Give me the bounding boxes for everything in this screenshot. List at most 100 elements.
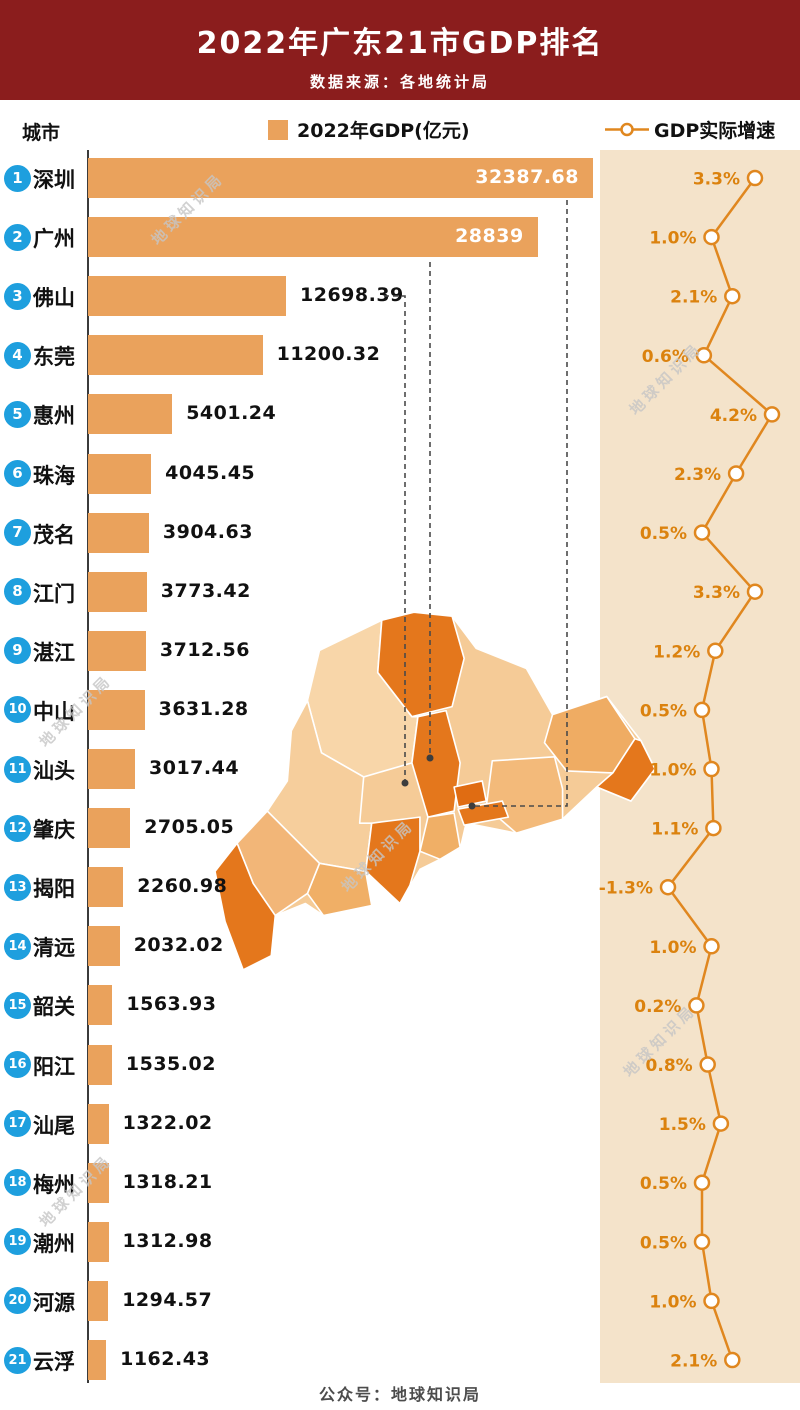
- city-label: 云浮: [33, 1350, 75, 1374]
- gdp-bar: [88, 571, 147, 612]
- city-label: 珠海: [33, 463, 75, 488]
- bar-legend-swatch-icon: [268, 119, 288, 140]
- gdp-value: 4045.45: [165, 461, 256, 484]
- line-legend-icon: [605, 122, 649, 137]
- watermark: 地球知识局: [35, 1150, 116, 1231]
- gdp-bar: [88, 749, 135, 789]
- gdp-value: 5401.24: [186, 402, 277, 425]
- city-label: 汕尾: [33, 1113, 75, 1138]
- gdp-value: 1322.02: [122, 1111, 213, 1134]
- city-label: 佛山: [33, 286, 75, 311]
- guangdong-province-map: [214, 611, 655, 971]
- bar-legend-label: 2022年GDP(亿元): [297, 120, 470, 142]
- gdp-value: 3773.42: [160, 579, 251, 602]
- city-label: 江门: [33, 581, 75, 606]
- gdp-bar: [88, 512, 149, 553]
- gdp-value: 12698.39: [300, 284, 404, 307]
- rank-badge: 21: [4, 1346, 31, 1374]
- rank-badge: 6: [4, 460, 31, 487]
- rank-badge: 5: [4, 400, 31, 428]
- gdp-bar: [88, 1044, 112, 1085]
- rank-badge: 19: [4, 1228, 31, 1256]
- rank-badge: 8: [4, 578, 31, 606]
- rank-badge: 7: [4, 519, 31, 547]
- y-axis-line: [87, 150, 89, 1383]
- map-region-zhanjiang: [214, 842, 277, 971]
- gdp-bar: [88, 985, 113, 1026]
- gdp-bar: [88, 158, 593, 198]
- gdp-bar: [88, 1103, 109, 1144]
- gdp-bar: [88, 1162, 109, 1203]
- gdp-bar: [88, 394, 173, 435]
- city-label: 广州: [33, 227, 75, 252]
- rank-badge: 11: [4, 755, 31, 783]
- gdp-bar: [88, 453, 152, 494]
- map-region-guangzhou: [411, 709, 461, 818]
- rank-badge: 12: [4, 814, 31, 842]
- rank-badge: 1: [4, 164, 31, 192]
- page-title: 2022年广东21市GDP排名: [196, 26, 604, 61]
- gdp-bar: [88, 335, 263, 376]
- city-label: 湛江: [33, 640, 75, 665]
- rank-badge: 9: [4, 637, 31, 665]
- city-column-header: 城市: [22, 122, 61, 144]
- page-subtitle: 数据来源：各地统计局: [309, 73, 490, 91]
- rank-badge: 18: [4, 1169, 31, 1197]
- rank-badge: 15: [4, 991, 31, 1019]
- gdp-value: 1318.21: [122, 1170, 213, 1193]
- gdp-value: 3904.63: [162, 520, 253, 543]
- gdp-bar: [88, 1221, 109, 1262]
- gdp-value: 1294.57: [122, 1288, 213, 1311]
- header: 2022年广东21市GDP排名 数据来源：各地统计局: [0, 0, 800, 100]
- gdp-value: 1563.93: [126, 993, 217, 1016]
- bar-legend: 2022年GDP(亿元): [268, 116, 470, 143]
- rank-badge: 4: [4, 341, 31, 369]
- gdp-bar: [88, 1280, 109, 1321]
- city-label: 东莞: [33, 345, 75, 370]
- legend-row: 城市 2022年GDP(亿元) GDP实际增速: [0, 113, 800, 147]
- gdp-bar: [88, 808, 131, 849]
- gdp-value: 1535.02: [125, 1052, 216, 1075]
- rank-badge: 17: [4, 1110, 31, 1138]
- line-legend: GDP实际增速: [604, 116, 775, 143]
- rank-badge: 10: [4, 696, 31, 724]
- map-region-chaoshan: [595, 737, 655, 802]
- city-label: 梅州: [33, 1172, 75, 1197]
- gdp-value: 2032.02: [133, 934, 224, 957]
- gdp-value: 28839: [455, 225, 524, 248]
- footer-text: 公众号：地球知识局: [318, 1385, 481, 1404]
- rank-badge: 16: [4, 1051, 31, 1078]
- gdp-bar: [88, 926, 120, 967]
- city-label: 深圳: [33, 168, 75, 192]
- gdp-bar: [88, 1340, 107, 1380]
- rank-badge: 3: [4, 282, 31, 310]
- map-region-zhuhai-zhongshan: [419, 812, 461, 861]
- city-label: 肇庆: [33, 818, 75, 843]
- city-label: 中山: [33, 699, 75, 724]
- rank-badge: 20: [4, 1287, 31, 1315]
- line-legend-label: GDP实际增速: [654, 120, 776, 142]
- gdp-value: 11200.32: [276, 343, 381, 366]
- gdp-bar: [88, 276, 286, 317]
- gdp-bar: [88, 217, 538, 258]
- gdp-value: 1162.43: [120, 1348, 211, 1370]
- city-label: 惠州: [33, 404, 75, 429]
- city-label: 潮州: [33, 1231, 75, 1256]
- gdp-bar: [88, 630, 146, 671]
- city-label: 茂名: [33, 522, 75, 547]
- city-label: 揭阳: [33, 877, 75, 902]
- city-label: 阳江: [33, 1054, 75, 1079]
- rank-badge: 13: [4, 873, 31, 901]
- city-label: 汕头: [33, 759, 75, 783]
- gdp-value: 32387.68: [475, 166, 579, 188]
- city-label: 清远: [33, 936, 75, 961]
- city-label: 韶关: [33, 995, 75, 1020]
- city-label: 河源: [33, 1290, 75, 1315]
- watermark: 地球知识局: [35, 670, 116, 751]
- watermark: 地球知识局: [147, 168, 228, 249]
- gdp-value: 1312.98: [122, 1229, 213, 1252]
- rank-badge: 2: [4, 223, 31, 251]
- rank-badge: 14: [4, 932, 31, 960]
- gdp-bar: [88, 867, 124, 908]
